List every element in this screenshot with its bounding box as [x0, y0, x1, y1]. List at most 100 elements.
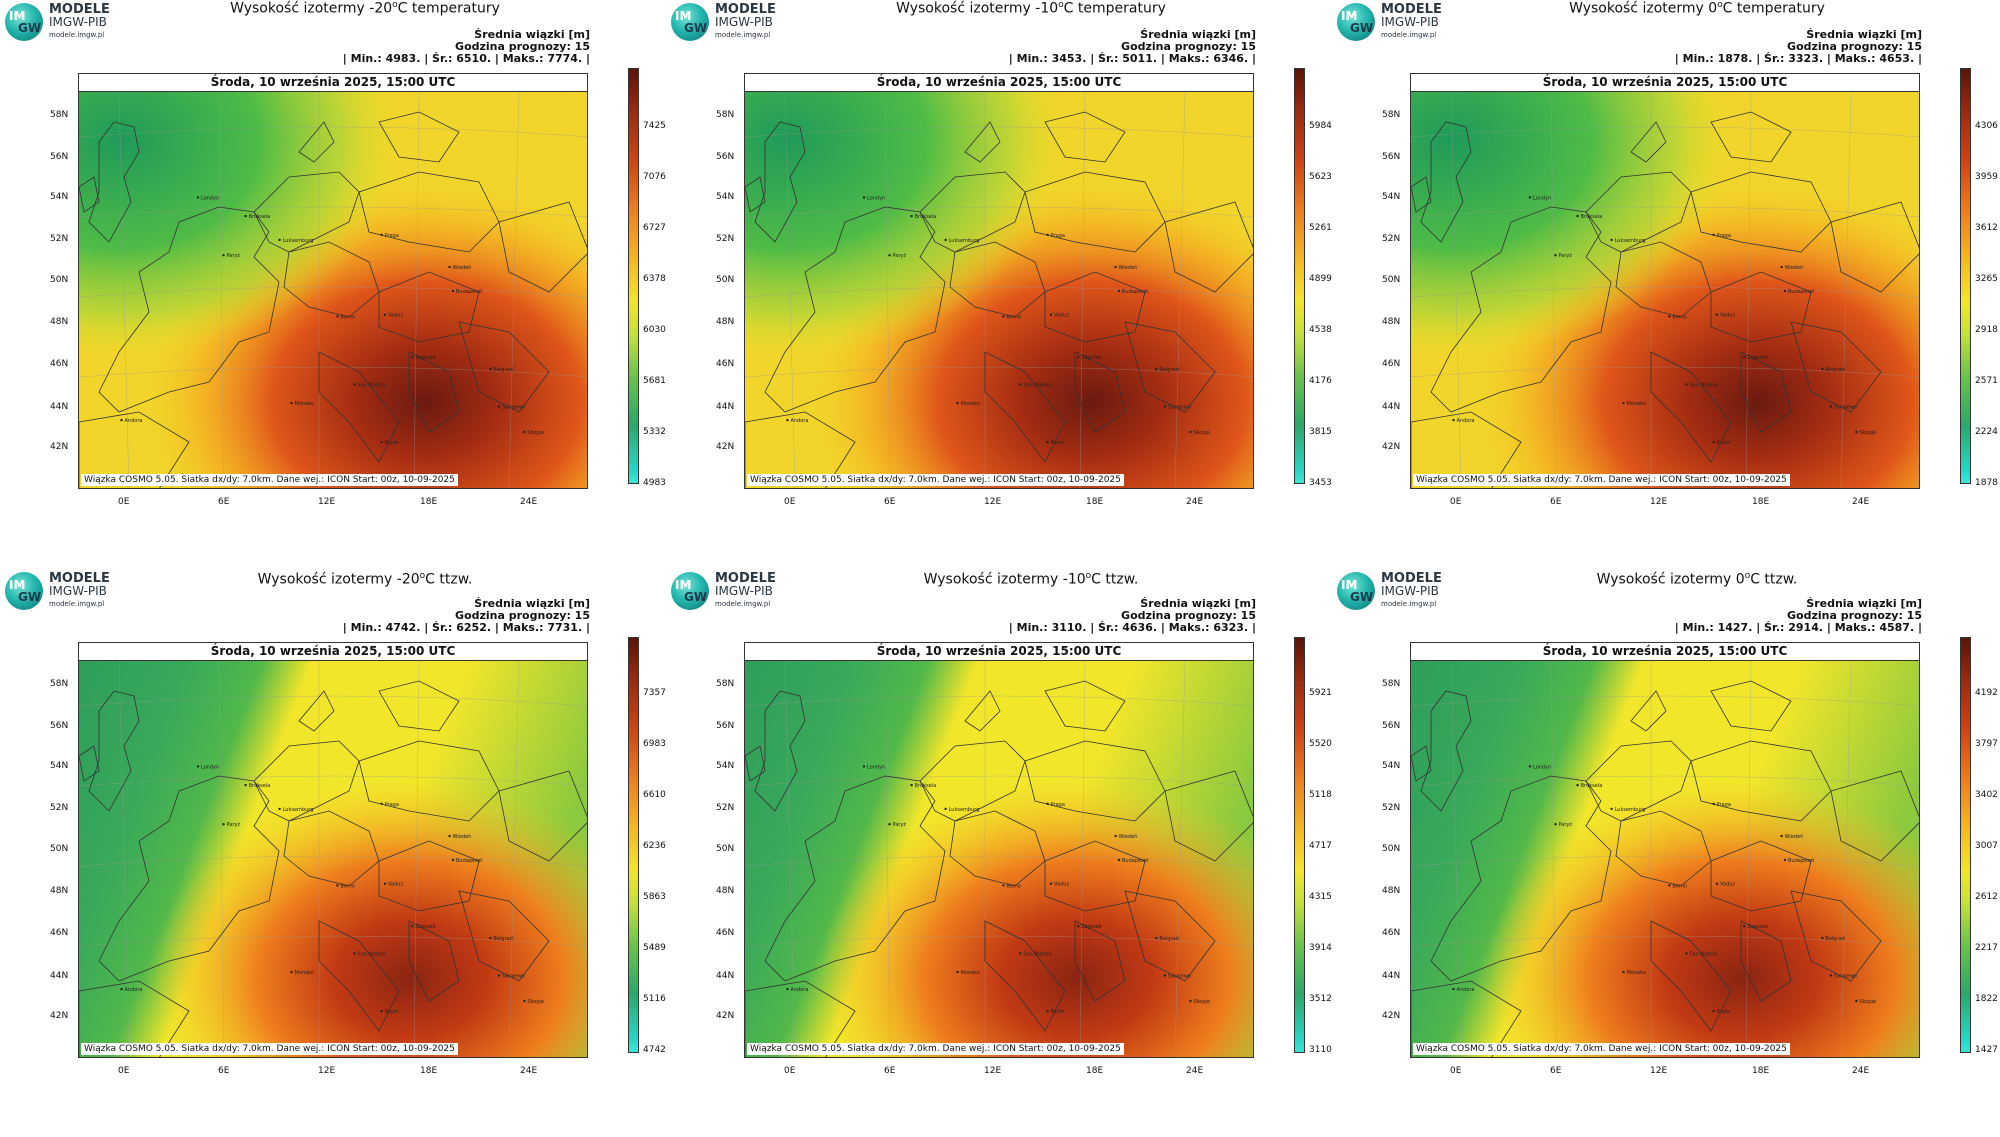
- stats-box: Średnia wiązki [m] Godzina prognozy: 15 …: [1674, 28, 1922, 65]
- lon-label: 18E: [1752, 1066, 1770, 1076]
- lon-label: 24E: [1852, 1066, 1870, 1076]
- map-area: Środa, 10 września 2025, 15:00 UTC: [744, 642, 1254, 1058]
- svg-text:San Marino: San Marino: [1023, 951, 1051, 957]
- colorbar-tick: 3265: [1975, 274, 1998, 284]
- svg-text:Bruksela: Bruksela: [1581, 783, 1603, 789]
- lat-label: 52N: [50, 234, 69, 244]
- model-note: Wiązka COSMO 5.05. Siatka dx/dy: 7.0km. …: [81, 474, 458, 486]
- lon-label: 12E: [1650, 1066, 1668, 1076]
- svg-text:Berno: Berno: [340, 883, 355, 889]
- lon-label: 6E: [1550, 1066, 1562, 1076]
- svg-text:Belgrad: Belgrad: [1159, 936, 1178, 942]
- lat-label: 42N: [50, 442, 69, 452]
- svg-text:Zagrzeb: Zagrzeb: [415, 924, 436, 930]
- svg-text:Berno: Berno: [1006, 314, 1021, 320]
- svg-text:Zagrzeb: Zagrzeb: [1747, 355, 1768, 361]
- svg-text:Belgrad: Belgrad: [493, 367, 512, 373]
- lat-label: 44N: [1382, 402, 1401, 412]
- svg-text:Monako: Monako: [1627, 970, 1646, 976]
- svg-text:Andora: Andora: [791, 987, 809, 993]
- colorbar-tick: 3797: [1975, 739, 1998, 749]
- lat-label: 44N: [716, 971, 735, 981]
- svg-text:San Marino: San Marino: [357, 382, 385, 388]
- svg-text:Vaduz: Vaduz: [1054, 882, 1069, 888]
- svg-text:Rzym: Rzym: [1717, 1009, 1731, 1015]
- forecast-panel: IM GW MODELE IMGW-PIB modele.imgw.pl Wysoko…: [1332, 0, 1998, 568]
- svg-text:Bruksela: Bruksela: [915, 783, 937, 789]
- colorbar: [1960, 68, 1971, 484]
- imgw-logo: IM GW MODELE IMGW-PIB modele.imgw.pl: [5, 572, 150, 614]
- isotherm-height-field: Londyn Bruksela Luksemburg Paryż Praga Wiedeń…: [745, 91, 1253, 488]
- svg-text:Budapeszt: Budapeszt: [1122, 858, 1148, 864]
- lon-label: 12E: [984, 497, 1002, 507]
- lat-label: 56N: [1382, 721, 1401, 731]
- svg-text:Paryż: Paryż: [893, 822, 907, 828]
- svg-text:Monako: Monako: [295, 970, 314, 976]
- lat-label: 46N: [50, 359, 69, 369]
- model-note: Wiązka COSMO 5.05. Siatka dx/dy: 7.0km. …: [1413, 1043, 1790, 1055]
- lon-label: 18E: [1752, 497, 1770, 507]
- colorbar-tick: 1427: [1975, 1045, 1998, 1055]
- svg-text:Zagrzeb: Zagrzeb: [415, 355, 436, 361]
- lat-label: 44N: [50, 971, 69, 981]
- svg-text:Londyn: Londyn: [1533, 764, 1551, 770]
- colorbar-tick: 7357: [643, 688, 666, 698]
- lat-label: 42N: [1382, 442, 1401, 452]
- lat-label: 46N: [716, 359, 735, 369]
- map-area: Środa, 10 września 2025, 15:00 UTC: [1410, 642, 1920, 1058]
- svg-text:Skopje: Skopje: [527, 999, 544, 1005]
- lat-label: 46N: [1382, 359, 1401, 369]
- lat-label: 54N: [716, 761, 735, 771]
- svg-text:Berno: Berno: [1006, 883, 1021, 889]
- svg-text:Zagrzeb: Zagrzeb: [1081, 924, 1102, 930]
- lat-label: 48N: [1382, 317, 1401, 327]
- svg-text:Rzym: Rzym: [385, 440, 399, 446]
- svg-text:Sarajewo: Sarajewo: [502, 974, 525, 980]
- svg-text:Bruksela: Bruksela: [249, 214, 271, 220]
- colorbar-tick: 4538: [1309, 325, 1332, 335]
- lat-label: 48N: [716, 317, 735, 327]
- svg-text:Andora: Andora: [1457, 418, 1475, 424]
- lon-label: 12E: [984, 1066, 1002, 1076]
- stats-box: Średnia wiązki [m] Godzina prognozy: 15 …: [342, 28, 590, 65]
- lat-label: 44N: [50, 402, 69, 412]
- svg-text:Berno: Berno: [1672, 883, 1687, 889]
- colorbar-tick: 5332: [643, 427, 666, 437]
- svg-text:Monako: Monako: [961, 401, 980, 407]
- colorbar-tick: 5116: [643, 994, 666, 1004]
- svg-text:Rzym: Rzym: [385, 1009, 399, 1015]
- svg-text:Sarajewo: Sarajewo: [1834, 405, 1857, 411]
- lat-label: 56N: [716, 152, 735, 162]
- svg-text:Wiedeń: Wiedeń: [1785, 833, 1804, 840]
- colorbar-tick: 6727: [643, 223, 666, 233]
- lon-label: 6E: [1550, 497, 1562, 507]
- colorbar-tick: 4192: [1975, 688, 1998, 698]
- colorbar: [628, 637, 639, 1053]
- lat-label: 46N: [1382, 928, 1401, 938]
- svg-text:Belgrad: Belgrad: [1825, 367, 1844, 373]
- lon-label: 12E: [1650, 497, 1668, 507]
- colorbar-tick: 2918: [1975, 325, 1998, 335]
- svg-text:Budapeszt: Budapeszt: [1122, 289, 1148, 295]
- colorbar-tick: 5489: [643, 943, 666, 953]
- lat-label: 54N: [1382, 192, 1401, 202]
- lat-label: 50N: [716, 275, 735, 285]
- svg-text:Sarajewo: Sarajewo: [502, 405, 525, 411]
- lon-label: 12E: [318, 497, 336, 507]
- svg-text:Budapeszt: Budapeszt: [1788, 858, 1814, 864]
- lat-label: 58N: [50, 110, 69, 120]
- colorbar-tick: 5623: [1309, 172, 1332, 182]
- svg-text:Praga: Praga: [1717, 802, 1731, 808]
- lon-label: 0E: [784, 1066, 796, 1076]
- lon-label: 0E: [784, 497, 796, 507]
- colorbar-tick: 1822: [1975, 994, 1998, 1004]
- colorbar-tick: 3402: [1975, 790, 1998, 800]
- lat-label: 42N: [1382, 1011, 1401, 1021]
- colorbar-tick: 4717: [1309, 841, 1332, 851]
- lat-label: 48N: [50, 317, 69, 327]
- panel-title: Wysokość izotermy 0oC ttzw.: [1596, 571, 1798, 588]
- forecast-date: Środa, 10 września 2025, 15:00 UTC: [79, 74, 587, 92]
- svg-text:San Marino: San Marino: [1689, 951, 1717, 957]
- svg-text:Luksemburg: Luksemburg: [949, 807, 980, 813]
- lat-label: 42N: [50, 1011, 69, 1021]
